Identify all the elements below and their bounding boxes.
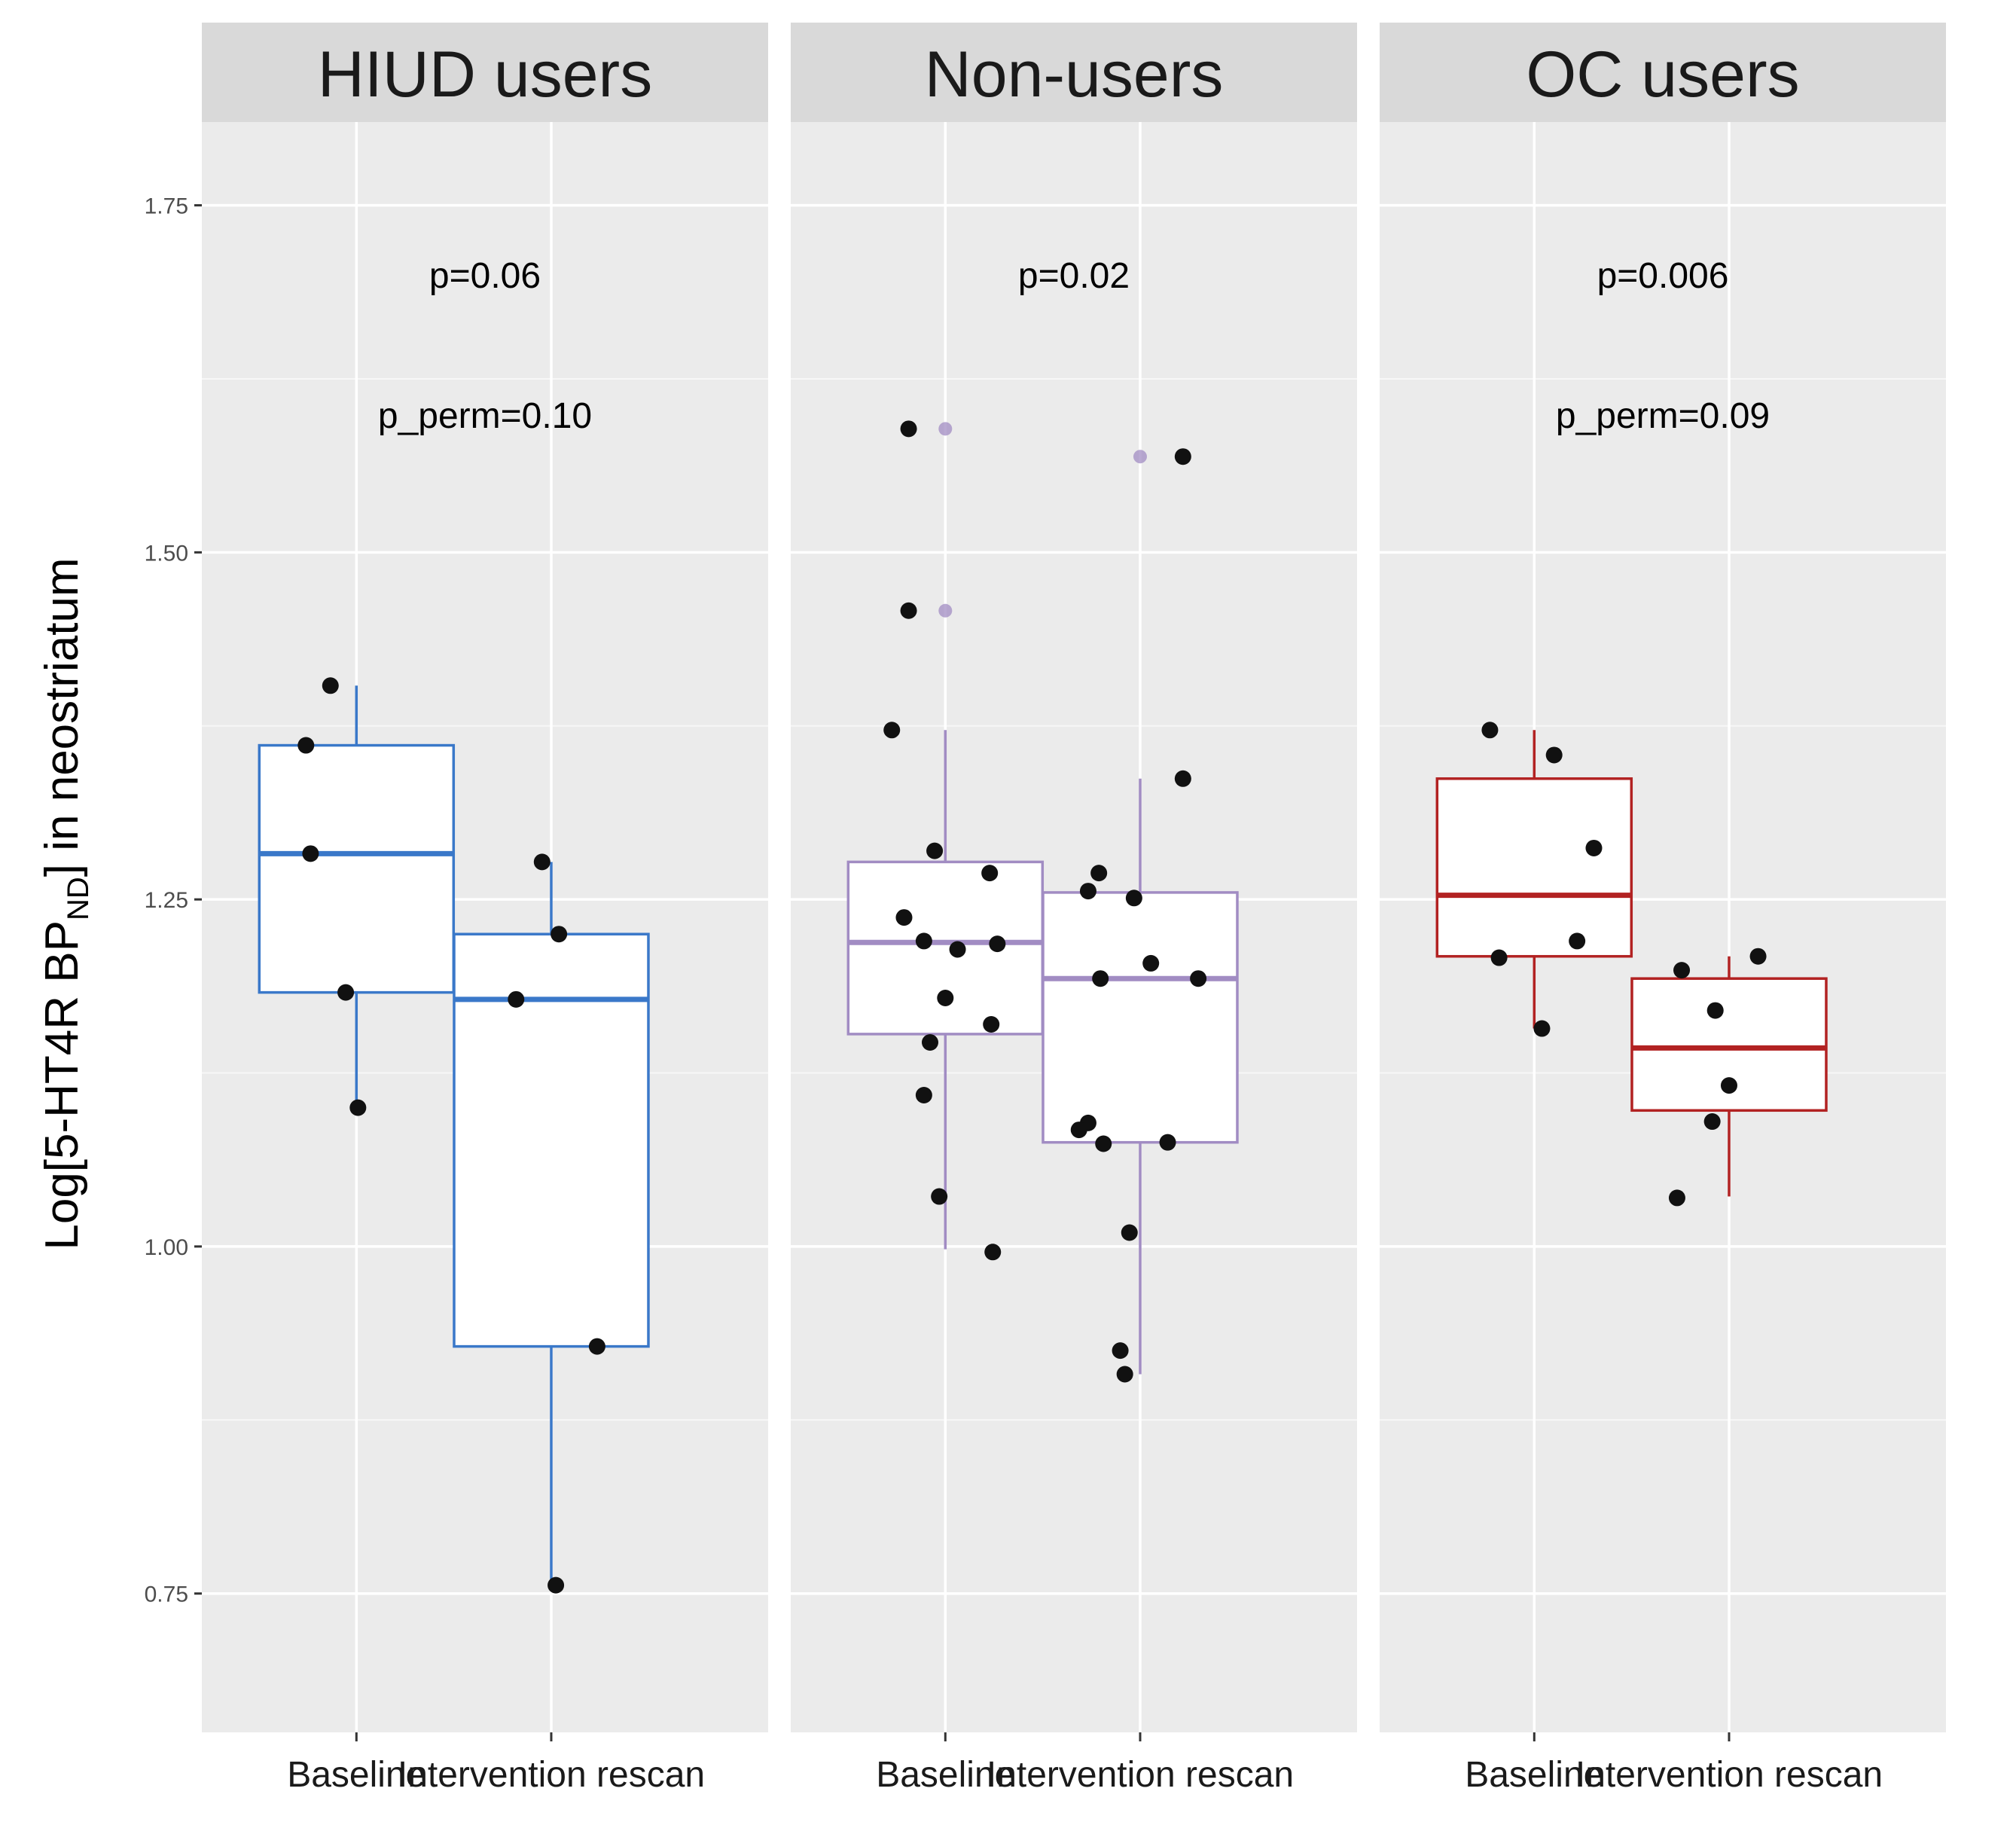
x-tick-label: Baseline: [876, 1755, 1014, 1795]
data-point: [1190, 970, 1207, 987]
data-point: [1174, 770, 1191, 787]
y-tick-label: 1.00: [145, 1235, 188, 1260]
data-point: [926, 842, 944, 859]
outlier-point: [1133, 450, 1147, 464]
data-point: [1720, 1077, 1737, 1094]
strip-background: [202, 23, 768, 122]
data-point: [1090, 865, 1108, 882]
data-point: [949, 941, 966, 958]
p-value-annotation: p=0.06: [429, 256, 541, 296]
data-point: [895, 909, 913, 926]
data-point: [981, 865, 999, 882]
box-iqr: [1435, 777, 1633, 958]
data-point: [1673, 962, 1691, 979]
x-tick-label: Baseline: [1465, 1755, 1603, 1795]
data-point: [1703, 1113, 1721, 1131]
strip-label: OC users: [1526, 38, 1799, 111]
strip-label: Non-users: [925, 38, 1224, 111]
data-point: [915, 1087, 932, 1104]
data-point: [1585, 839, 1603, 856]
data-point: [508, 990, 525, 1008]
x-tick-label: Intervention rescan: [398, 1755, 705, 1795]
p-value-annotation: p=0.02: [1018, 256, 1130, 296]
y-axis-label-subscript: ND: [62, 877, 95, 920]
data-point: [989, 935, 1006, 953]
y-tick-label: 1.75: [145, 194, 188, 219]
box-intervention-rescan: [453, 862, 650, 1585]
p-value-annotation: p_perm=0.09: [1556, 396, 1770, 436]
data-point: [1095, 1135, 1112, 1152]
data-point: [983, 1016, 1000, 1033]
data-point: [1481, 722, 1499, 739]
box-iqr: [258, 743, 456, 994]
x-tick-label: Baseline: [287, 1755, 425, 1795]
data-point: [1112, 1342, 1129, 1360]
y-tick-label: 1.25: [145, 888, 188, 913]
data-point: [900, 602, 917, 619]
data-point: [883, 722, 901, 739]
box-baseline: [258, 685, 456, 1108]
facet-panels: HIUD usersp=0.06p_perm=0.10BaselineInter…: [202, 23, 1946, 1795]
y-tick-label: 1.50: [145, 541, 188, 566]
data-point: [931, 1188, 948, 1205]
outlier-point: [938, 422, 953, 436]
box-iqr: [846, 860, 1045, 1036]
data-point: [1706, 1002, 1724, 1019]
box-iqr: [453, 932, 650, 1348]
facet-panel-hiud-users: HIUD users p=0.06 p_perm=0.10 BaselineInter…: [202, 23, 768, 1795]
data-point: [337, 984, 355, 1001]
y-axis-label-prefix: Log[5-HT4R BP: [36, 920, 88, 1250]
data-point: [1121, 1224, 1138, 1241]
data-point: [1070, 1122, 1087, 1139]
data-point: [297, 737, 315, 754]
strip-label: HIUD users: [318, 38, 652, 111]
data-point: [551, 926, 568, 943]
strip-background: [791, 23, 1357, 122]
data-point: [588, 1338, 605, 1355]
data-point: [984, 1244, 1002, 1261]
data-point: [349, 1099, 367, 1116]
box-iqr: [1042, 891, 1239, 1144]
data-point: [1116, 1366, 1133, 1383]
y-axis-label-suffix: ] in neostriatum: [36, 557, 88, 877]
data-point: [1142, 954, 1160, 972]
data-point: [1092, 970, 1109, 987]
data-point: [1749, 948, 1767, 965]
facet-panel-oc-users: OC users p=0.006 p_perm=0.09 BaselineInterv…: [1380, 23, 1946, 1795]
p-value-annotation: p_perm=0.10: [378, 396, 592, 436]
data-point: [302, 845, 319, 862]
data-point: [1569, 932, 1586, 950]
y-axis: 0.75 1.00 1.25 1.50 1.75: [145, 194, 202, 1607]
data-point: [937, 989, 954, 1006]
x-tick-label: Intervention rescan: [987, 1755, 1294, 1795]
y-axis-label: Log[5-HT4R BPND] in neostriatum: [36, 557, 95, 1250]
y-tick-label: 0.75: [145, 1582, 188, 1607]
data-point: [1174, 448, 1191, 465]
data-point: [1125, 890, 1142, 907]
strip-background: [1380, 23, 1946, 122]
box-baseline: [1435, 730, 1633, 1029]
box-intervention-rescan: [1042, 450, 1239, 1375]
x-tick-label: Intervention rescan: [1575, 1755, 1883, 1795]
data-point: [921, 1033, 938, 1051]
outlier-point: [938, 603, 953, 618]
p-value-annotation: p=0.006: [1597, 256, 1729, 296]
data-point: [547, 1576, 565, 1594]
data-point: [1545, 746, 1563, 764]
data-point: [915, 932, 932, 950]
data-point: [1490, 949, 1508, 966]
data-point: [1668, 1189, 1685, 1207]
data-point: [322, 677, 339, 694]
data-point: [1533, 1020, 1551, 1037]
data-point: [900, 420, 917, 438]
data-point: [1159, 1134, 1176, 1151]
data-point: [533, 853, 551, 871]
data-point: [1079, 883, 1096, 900]
